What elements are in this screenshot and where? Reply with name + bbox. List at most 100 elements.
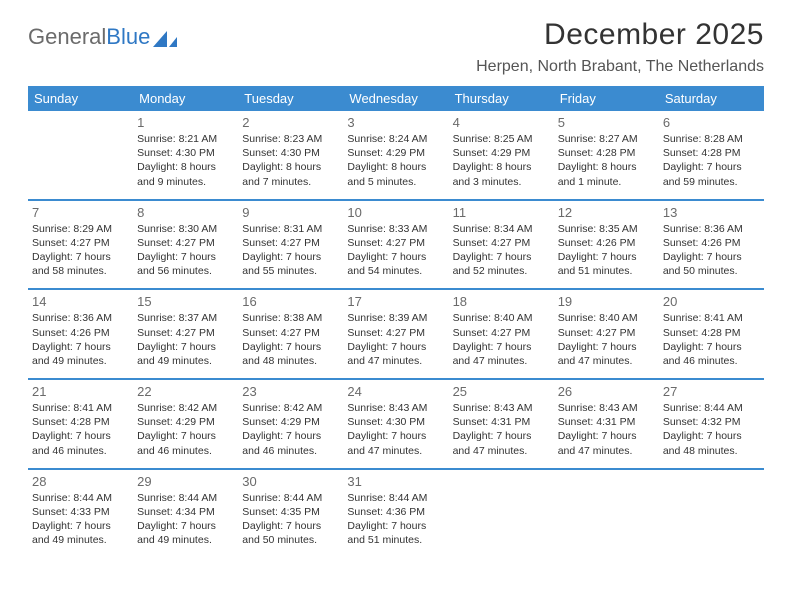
day-number: 24 xyxy=(347,384,442,399)
day-details: Sunrise: 8:37 AMSunset: 4:27 PMDaylight:… xyxy=(137,311,232,368)
calendar-cell: 18Sunrise: 8:40 AMSunset: 4:27 PMDayligh… xyxy=(449,289,554,379)
day-details: Sunrise: 8:33 AMSunset: 4:27 PMDaylight:… xyxy=(347,222,442,279)
day-details: Sunrise: 8:40 AMSunset: 4:27 PMDaylight:… xyxy=(558,311,653,368)
weekday-header: Tuesday xyxy=(238,86,343,111)
day-details: Sunrise: 8:31 AMSunset: 4:27 PMDaylight:… xyxy=(242,222,337,279)
day-details: Sunrise: 8:43 AMSunset: 4:31 PMDaylight:… xyxy=(558,401,653,458)
title-block: December 2025 Herpen, North Brabant, The… xyxy=(476,18,764,76)
calendar-cell: 17 Sunrise: 8:39 AMSunset: 4:27 PMDayligh… xyxy=(343,289,448,379)
day-details: Sunrise: 8:40 AMSunset: 4:27 PMDaylight:… xyxy=(453,311,548,368)
calendar-cell: 9 Sunrise: 8:31 AMSunset: 4:27 PMDaylight… xyxy=(238,200,343,290)
day-number: 5 xyxy=(558,115,653,130)
day-details: Sunrise: 8:44 AMSunset: 4:34 PMDaylight:… xyxy=(137,491,232,548)
day-number: 6 xyxy=(663,115,758,130)
day-number: 2 xyxy=(242,115,337,130)
day-number: 10 xyxy=(347,205,442,220)
day-details: Sunrise: 8:42 AMSunset: 4:29 PMDaylight:… xyxy=(242,401,337,458)
day-details: Sunrise: 8:25 AMSunset: 4:29 PMDaylight:… xyxy=(453,132,548,189)
day-number: 17 xyxy=(347,294,442,309)
day-number: 4 xyxy=(453,115,548,130)
calendar-page: GeneralBlue December 2025 Herpen, North … xyxy=(0,0,792,557)
day-number: 8 xyxy=(137,205,232,220)
weekday-header: Thursday xyxy=(449,86,554,111)
day-details: Sunrise: 8:23 AMSunset: 4:30 PMDaylight:… xyxy=(242,132,337,189)
day-number: 23 xyxy=(242,384,337,399)
calendar-cell: 5 Sunrise: 8:27 AMSunset: 4:28 PMDaylight… xyxy=(554,111,659,200)
weekday-header: Wednesday xyxy=(343,86,448,111)
calendar-cell: 6Sunrise: 8:28 AMSunset: 4:28 PMDaylight… xyxy=(659,111,764,200)
day-details: Sunrise: 8:30 AMSunset: 4:27 PMDaylight:… xyxy=(137,222,232,279)
day-details: Sunrise: 8:21 AMSunset: 4:30 PMDaylight:… xyxy=(137,132,232,189)
calendar-cell xyxy=(554,469,659,558)
day-number: 12 xyxy=(558,205,653,220)
calendar-cell: 31 Sunrise: 8:44 AMSunset: 4:36 PMDayligh… xyxy=(343,469,448,558)
day-number: 27 xyxy=(663,384,758,399)
calendar-week: 1Sunrise: 8:21 AMSunset: 4:30 PMDaylight… xyxy=(28,111,764,200)
day-number: 19 xyxy=(558,294,653,309)
day-number: 29 xyxy=(137,474,232,489)
header-row: GeneralBlue December 2025 Herpen, North … xyxy=(28,18,764,76)
day-number: 26 xyxy=(558,384,653,399)
day-number: 7 xyxy=(32,205,127,220)
calendar-cell: 2 Sunrise: 8:23 AMSunset: 4:30 PMDaylight… xyxy=(238,111,343,200)
calendar-head: SundayMondayTuesdayWednesdayThursdayFrid… xyxy=(28,86,764,111)
calendar-cell: 20Sunrise: 8:41 AMSunset: 4:28 PMDayligh… xyxy=(659,289,764,379)
day-details: Sunrise: 8:44 AMSunset: 4:36 PMDaylight:… xyxy=(347,491,442,548)
weekday-header: Sunday xyxy=(28,86,133,111)
day-number: 15 xyxy=(137,294,232,309)
day-number: 25 xyxy=(453,384,548,399)
calendar-cell: 10 Sunrise: 8:33 AMSunset: 4:27 PMDayligh… xyxy=(343,200,448,290)
day-details: Sunrise: 8:35 AMSunset: 4:26 PMDaylight:… xyxy=(558,222,653,279)
day-details: Sunrise: 8:34 AMSunset: 4:27 PMDaylight:… xyxy=(453,222,548,279)
day-details: Sunrise: 8:29 AMSunset: 4:27 PMDaylight:… xyxy=(32,222,127,279)
day-number: 21 xyxy=(32,384,127,399)
brand-logo: GeneralBlue xyxy=(28,18,177,50)
brand-part2: Blue xyxy=(106,24,150,50)
day-details: Sunrise: 8:44 AMSunset: 4:33 PMDaylight:… xyxy=(32,491,127,548)
calendar-cell: 8 Sunrise: 8:30 AMSunset: 4:27 PMDaylight… xyxy=(133,200,238,290)
calendar-week: 14 Sunrise: 8:36 AMSunset: 4:26 PMDayligh… xyxy=(28,289,764,379)
calendar-cell: 23 Sunrise: 8:42 AMSunset: 4:29 PMDayligh… xyxy=(238,379,343,469)
calendar-cell xyxy=(449,469,554,558)
calendar-cell: 3Sunrise: 8:24 AMSunset: 4:29 PMDaylight… xyxy=(343,111,448,200)
day-details: Sunrise: 8:41 AMSunset: 4:28 PMDaylight:… xyxy=(32,401,127,458)
weekday-row: SundayMondayTuesdayWednesdayThursdayFrid… xyxy=(28,86,764,111)
day-details: Sunrise: 8:42 AMSunset: 4:29 PMDaylight:… xyxy=(137,401,232,458)
day-number: 3 xyxy=(347,115,442,130)
brand-part1: General xyxy=(28,24,106,50)
day-details: Sunrise: 8:43 AMSunset: 4:31 PMDaylight:… xyxy=(453,401,548,458)
day-details: Sunrise: 8:43 AMSunset: 4:30 PMDaylight:… xyxy=(347,401,442,458)
calendar-cell: 4 Sunrise: 8:25 AMSunset: 4:29 PMDaylight… xyxy=(449,111,554,200)
calendar-week: 7 Sunrise: 8:29 AMSunset: 4:27 PMDaylight… xyxy=(28,200,764,290)
day-details: Sunrise: 8:36 AMSunset: 4:26 PMDaylight:… xyxy=(32,311,127,368)
day-number: 9 xyxy=(242,205,337,220)
calendar-table: SundayMondayTuesdayWednesdayThursdayFrid… xyxy=(28,86,764,557)
calendar-cell xyxy=(28,111,133,200)
day-number: 16 xyxy=(242,294,337,309)
day-details: Sunrise: 8:38 AMSunset: 4:27 PMDaylight:… xyxy=(242,311,337,368)
day-details: Sunrise: 8:39 AMSunset: 4:27 PMDaylight:… xyxy=(347,311,442,368)
calendar-cell: 24 Sunrise: 8:43 AMSunset: 4:30 PMDayligh… xyxy=(343,379,448,469)
day-number: 28 xyxy=(32,474,127,489)
location-text: Herpen, North Brabant, The Netherlands xyxy=(476,58,764,76)
calendar-body: 1Sunrise: 8:21 AMSunset: 4:30 PMDaylight… xyxy=(28,111,764,557)
day-number: 11 xyxy=(453,205,548,220)
calendar-cell: 7 Sunrise: 8:29 AMSunset: 4:27 PMDaylight… xyxy=(28,200,133,290)
weekday-header: Monday xyxy=(133,86,238,111)
day-number: 20 xyxy=(663,294,758,309)
calendar-cell: 12 Sunrise: 8:35 AMSunset: 4:26 PMDayligh… xyxy=(554,200,659,290)
weekday-header: Saturday xyxy=(659,86,764,111)
day-number: 31 xyxy=(347,474,442,489)
calendar-cell: 29 Sunrise: 8:44 AMSunset: 4:34 PMDayligh… xyxy=(133,469,238,558)
day-number: 14 xyxy=(32,294,127,309)
calendar-cell: 19 Sunrise: 8:40 AMSunset: 4:27 PMDayligh… xyxy=(554,289,659,379)
calendar-cell: 16 Sunrise: 8:38 AMSunset: 4:27 PMDayligh… xyxy=(238,289,343,379)
day-details: Sunrise: 8:27 AMSunset: 4:28 PMDaylight:… xyxy=(558,132,653,189)
calendar-cell xyxy=(659,469,764,558)
calendar-week: 21 Sunrise: 8:41 AMSunset: 4:28 PMDayligh… xyxy=(28,379,764,469)
day-details: Sunrise: 8:36 AMSunset: 4:26 PMDaylight:… xyxy=(663,222,758,279)
calendar-cell: 15 Sunrise: 8:37 AMSunset: 4:27 PMDayligh… xyxy=(133,289,238,379)
day-number: 13 xyxy=(663,205,758,220)
sail-icon xyxy=(153,31,177,47)
calendar-cell: 22Sunrise: 8:42 AMSunset: 4:29 PMDayligh… xyxy=(133,379,238,469)
